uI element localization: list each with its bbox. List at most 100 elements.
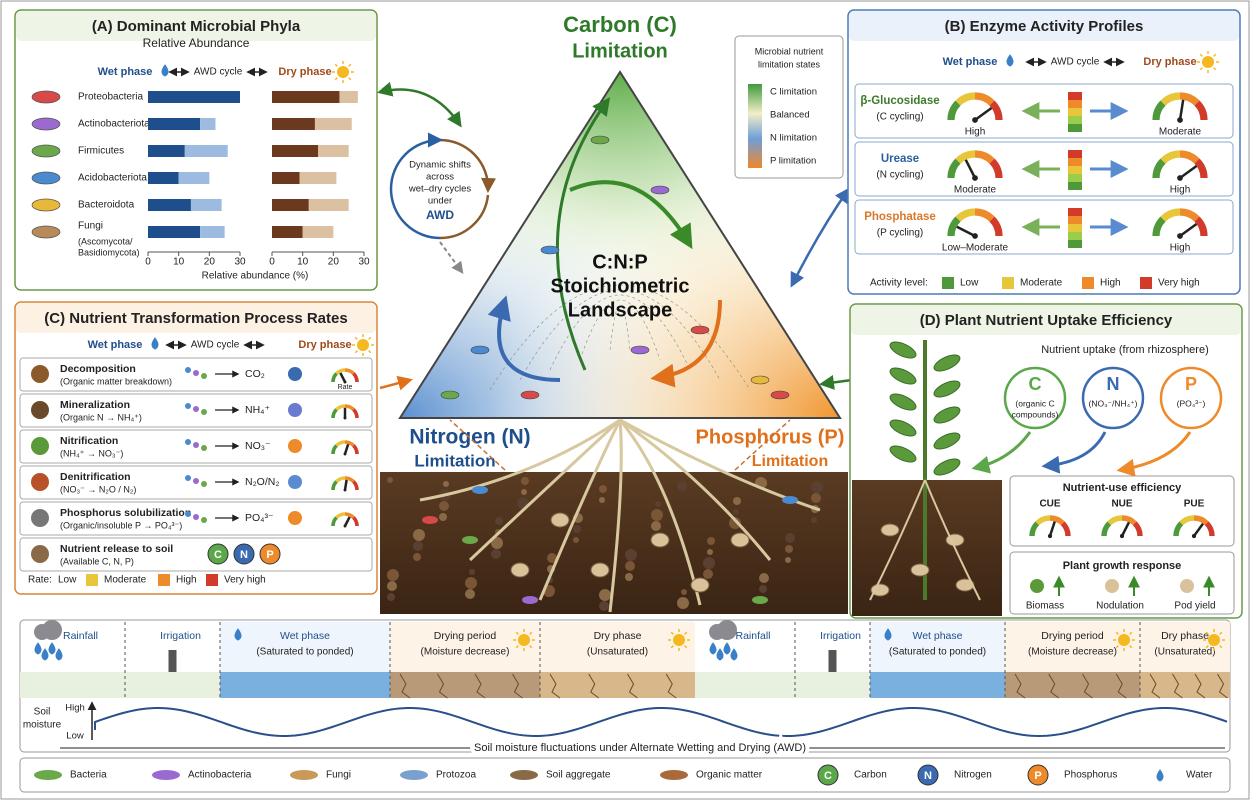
molecule xyxy=(193,514,199,520)
soil-aggregate xyxy=(599,485,607,493)
gauge-hub xyxy=(972,233,978,239)
gauge-hub xyxy=(1177,233,1183,239)
tick-label: 20 xyxy=(328,257,340,268)
legend-item: Organic matter xyxy=(696,770,763,781)
panel-title: (B) Enzyme Activity Profiles xyxy=(945,18,1144,35)
soil-aggregate xyxy=(655,501,661,507)
soil-aggregate xyxy=(573,537,579,543)
bar-segment xyxy=(309,199,349,211)
soil-aggregate xyxy=(733,497,741,505)
tick-label: 10 xyxy=(173,257,185,268)
enzyme-detail: (C cycling) xyxy=(876,112,923,123)
gauge-hub xyxy=(1177,175,1183,181)
legend-symbol: P xyxy=(1034,770,1041,782)
legend-item: Moderate xyxy=(1020,278,1063,289)
molecule xyxy=(201,481,207,487)
sun-icon xyxy=(1202,56,1214,68)
phase-label: Dry phase xyxy=(594,630,642,642)
gauge-hub xyxy=(972,175,978,181)
activity-label: Moderate xyxy=(1159,127,1202,138)
limitation-title: Limitation xyxy=(572,40,668,62)
activity-scale xyxy=(1068,182,1082,190)
cloud xyxy=(717,620,737,640)
bar-segment xyxy=(272,118,315,130)
limitation-title: Nitrogen (N) xyxy=(409,426,530,449)
phylum-name: Proteobacteria xyxy=(78,92,143,103)
molecule xyxy=(201,373,207,379)
legend-icon xyxy=(152,770,180,780)
soil-aggregate xyxy=(599,601,609,611)
soil-aggregate xyxy=(651,521,661,531)
limitation-title: Limitation xyxy=(752,453,828,470)
phylum-name: Bacteroidota xyxy=(78,200,135,211)
activity-label: Low–Moderate xyxy=(942,243,1009,254)
legend-swatch xyxy=(1082,277,1094,289)
microbe-icon xyxy=(32,226,60,238)
molecule xyxy=(185,367,191,373)
legend-title: Activity level: xyxy=(870,278,928,289)
nodule xyxy=(731,533,749,547)
nodule xyxy=(591,563,609,577)
activity-label: High xyxy=(1170,243,1191,254)
nodule xyxy=(691,578,709,592)
cycle-text: Dynamic shifts xyxy=(409,160,471,171)
phylum-note: Basidiomycota) xyxy=(78,247,140,257)
microbe-icon xyxy=(32,91,60,103)
soil-aggregate xyxy=(759,585,767,593)
activity-label: High xyxy=(1170,185,1191,196)
moisture-label: Soil xyxy=(34,707,51,718)
microbe xyxy=(541,246,559,254)
bar-segment xyxy=(148,199,191,211)
bar-segment xyxy=(315,118,352,130)
activity-scale xyxy=(1068,150,1082,158)
moisture-low: Low xyxy=(66,731,84,742)
cycle-label: AWD cycle xyxy=(194,67,243,78)
process-name: Phosphorus solubilization xyxy=(60,507,191,519)
bar-segment xyxy=(148,172,179,184)
gauge-hub xyxy=(344,489,347,492)
soil-aggregate xyxy=(387,593,395,601)
process-icon xyxy=(31,545,49,563)
soil-aggregate xyxy=(521,477,529,485)
cycle-text: across xyxy=(426,172,454,183)
soil-aggregate xyxy=(811,481,823,493)
molecule xyxy=(185,511,191,517)
center-title: C:N:P xyxy=(592,251,648,273)
soil-aggregate xyxy=(681,589,687,595)
gauge-hub xyxy=(1120,534,1124,538)
bar-segment xyxy=(272,226,303,238)
microbe xyxy=(752,596,768,604)
soil-aggregate xyxy=(599,497,605,503)
nodule xyxy=(651,533,669,547)
efficiency-label: CUE xyxy=(1039,499,1060,510)
microbe xyxy=(771,391,789,399)
activity-scale xyxy=(1068,166,1082,174)
nutrient-detail: (organic C xyxy=(1015,398,1054,408)
process-icon xyxy=(31,473,49,491)
moisture-high: High xyxy=(65,703,85,714)
phase-detail: (Moisture decrease) xyxy=(421,647,510,658)
tick-label: 0 xyxy=(269,257,275,268)
wet-label: Wet phase xyxy=(88,339,143,351)
microbe xyxy=(471,346,489,354)
legend-item: Carbon xyxy=(854,770,887,781)
cycle-text: wet–dry cycles xyxy=(408,184,472,195)
phase-detail: (Unsaturated) xyxy=(587,647,648,658)
process-detail: (NH₄⁺ → NO₃⁻) xyxy=(60,448,123,458)
activity-scale xyxy=(1068,116,1082,124)
legend-item: High xyxy=(1100,278,1121,289)
center-title: Stoichiometric xyxy=(551,275,690,297)
legend-item: Very high xyxy=(224,575,266,586)
nutrient-symbol: P xyxy=(1185,374,1197,394)
soil-aggregate xyxy=(625,573,633,581)
legend-item: Nitrogen xyxy=(954,770,992,781)
process-name: Nitrification xyxy=(60,435,118,447)
activity-label: Moderate xyxy=(954,185,997,196)
activity-scale xyxy=(1068,124,1082,132)
sprinkler xyxy=(829,650,837,672)
phylum-name: Actinobacteriota xyxy=(78,119,150,130)
gauge-hub xyxy=(344,417,347,420)
phase-label: Rainfall xyxy=(63,630,98,642)
soil-aggregate xyxy=(785,545,793,553)
soil-aggregate xyxy=(625,561,635,571)
